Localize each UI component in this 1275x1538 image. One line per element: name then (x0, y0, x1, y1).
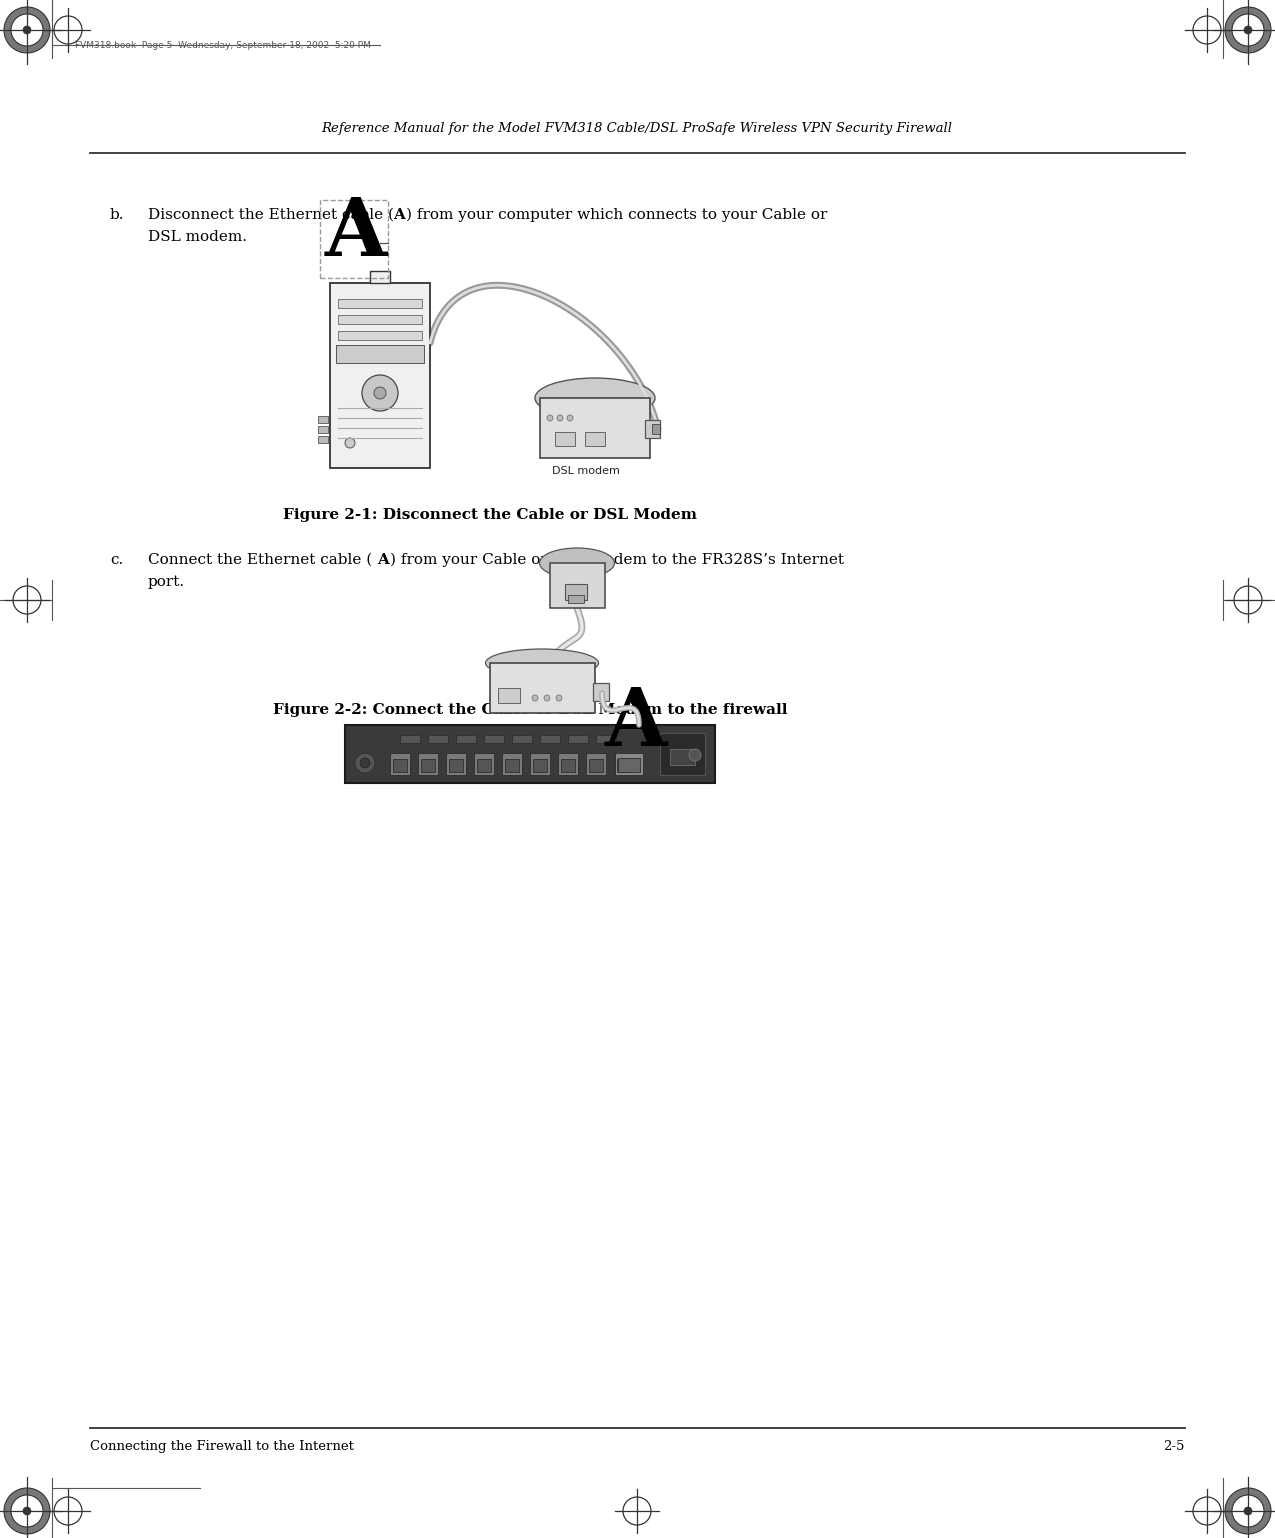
FancyBboxPatch shape (428, 735, 448, 743)
Text: Connecting the Firewall to the Internet: Connecting the Firewall to the Internet (91, 1440, 354, 1453)
Text: DSL modem: DSL modem (552, 466, 620, 475)
Circle shape (547, 415, 553, 421)
Text: A: A (393, 208, 405, 221)
FancyBboxPatch shape (418, 754, 439, 775)
Circle shape (532, 695, 538, 701)
FancyBboxPatch shape (393, 758, 407, 772)
FancyBboxPatch shape (477, 758, 491, 772)
Circle shape (360, 758, 370, 767)
FancyBboxPatch shape (530, 754, 550, 775)
Circle shape (362, 375, 398, 411)
Circle shape (544, 695, 550, 701)
Text: Cable or: Cable or (653, 758, 696, 767)
Ellipse shape (23, 26, 31, 34)
FancyBboxPatch shape (330, 283, 430, 468)
Text: FVM318.book  Page 5  Wednesday, September 18, 2002  5:20 PM: FVM318.book Page 5 Wednesday, September … (75, 40, 371, 49)
Ellipse shape (1232, 14, 1264, 46)
FancyBboxPatch shape (421, 758, 435, 772)
FancyBboxPatch shape (456, 735, 476, 743)
Text: b.: b. (110, 208, 125, 221)
Ellipse shape (1232, 1495, 1264, 1527)
FancyBboxPatch shape (585, 432, 606, 446)
FancyBboxPatch shape (446, 754, 465, 775)
FancyBboxPatch shape (502, 754, 521, 775)
Text: DSL modem.: DSL modem. (148, 231, 247, 245)
Ellipse shape (486, 649, 598, 677)
FancyBboxPatch shape (370, 271, 390, 283)
FancyBboxPatch shape (555, 432, 575, 446)
Text: Figure 2-1: Disconnect the Cable or DSL Modem: Figure 2-1: Disconnect the Cable or DSL … (283, 508, 697, 521)
Circle shape (557, 415, 564, 421)
Text: A: A (325, 195, 388, 274)
FancyBboxPatch shape (615, 754, 643, 775)
Ellipse shape (1225, 8, 1271, 52)
FancyBboxPatch shape (541, 735, 560, 743)
Text: 2-5: 2-5 (1164, 1440, 1184, 1453)
Ellipse shape (11, 14, 43, 46)
Circle shape (346, 438, 354, 448)
FancyBboxPatch shape (505, 758, 519, 772)
Ellipse shape (1225, 1487, 1271, 1533)
FancyBboxPatch shape (400, 735, 419, 743)
FancyBboxPatch shape (567, 735, 588, 743)
FancyBboxPatch shape (645, 420, 660, 438)
Circle shape (688, 749, 701, 761)
FancyBboxPatch shape (474, 754, 493, 775)
FancyBboxPatch shape (593, 683, 609, 701)
FancyBboxPatch shape (595, 735, 616, 743)
FancyBboxPatch shape (615, 754, 634, 775)
FancyBboxPatch shape (449, 758, 463, 772)
FancyBboxPatch shape (513, 735, 532, 743)
Ellipse shape (1244, 26, 1252, 34)
FancyBboxPatch shape (338, 298, 422, 308)
Ellipse shape (11, 1495, 43, 1527)
FancyBboxPatch shape (533, 758, 547, 772)
FancyBboxPatch shape (550, 563, 606, 608)
FancyBboxPatch shape (490, 663, 595, 714)
FancyBboxPatch shape (338, 331, 422, 340)
Ellipse shape (23, 1507, 31, 1515)
FancyBboxPatch shape (390, 754, 411, 775)
FancyBboxPatch shape (317, 435, 328, 443)
FancyBboxPatch shape (669, 749, 695, 764)
FancyBboxPatch shape (317, 415, 328, 423)
FancyBboxPatch shape (499, 687, 520, 703)
Circle shape (556, 695, 562, 701)
FancyBboxPatch shape (565, 584, 587, 600)
FancyBboxPatch shape (618, 758, 640, 772)
Ellipse shape (4, 1487, 50, 1533)
FancyBboxPatch shape (589, 758, 603, 772)
Ellipse shape (536, 378, 655, 418)
Ellipse shape (4, 8, 50, 52)
FancyBboxPatch shape (484, 735, 504, 743)
FancyBboxPatch shape (541, 398, 650, 458)
Circle shape (567, 415, 572, 421)
FancyBboxPatch shape (561, 758, 575, 772)
FancyBboxPatch shape (337, 345, 425, 363)
FancyBboxPatch shape (317, 426, 328, 434)
FancyBboxPatch shape (586, 754, 606, 775)
FancyBboxPatch shape (617, 758, 631, 772)
Circle shape (374, 388, 386, 398)
FancyBboxPatch shape (338, 315, 422, 325)
Text: port.: port. (148, 575, 185, 589)
FancyBboxPatch shape (567, 595, 584, 603)
Text: Reference Manual for the Model FVM318 Cable/DSL ProSafe Wireless VPN Security Fi: Reference Manual for the Model FVM318 Ca… (321, 122, 952, 135)
Text: DSL modem: DSL modem (653, 774, 717, 783)
Circle shape (354, 754, 375, 774)
FancyBboxPatch shape (558, 754, 578, 775)
Ellipse shape (539, 548, 615, 578)
FancyBboxPatch shape (346, 724, 715, 783)
Text: ) from your computer which connects to your Cable or: ) from your computer which connects to y… (405, 208, 827, 223)
Text: A: A (606, 684, 668, 763)
Ellipse shape (1244, 1507, 1252, 1515)
Text: ) from your Cable or DSL modem to the FR328S’s Internet: ) from your Cable or DSL modem to the FR… (390, 554, 844, 568)
Text: Figure 2-2: Connect the Cable or DSL Modem to the firewall: Figure 2-2: Connect the Cable or DSL Mod… (273, 703, 787, 717)
FancyBboxPatch shape (652, 424, 660, 434)
Text: Disconnect the Ethernet cable (: Disconnect the Ethernet cable ( (148, 208, 394, 221)
Text: Connect the Ethernet cable (: Connect the Ethernet cable ( (148, 554, 372, 568)
Text: A: A (377, 554, 389, 568)
Text: c.: c. (110, 554, 124, 568)
FancyBboxPatch shape (660, 734, 705, 775)
